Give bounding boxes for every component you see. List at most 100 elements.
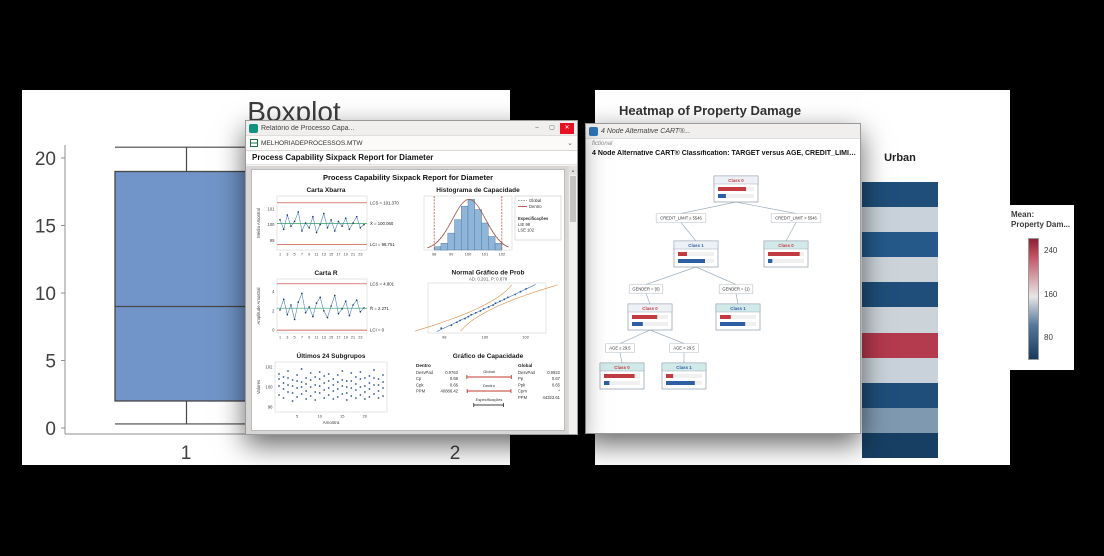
- heatmap-cell: [862, 432, 938, 459]
- svg-text:LCI = 0: LCI = 0: [370, 328, 385, 333]
- window-controls: – ▢ ✕: [530, 122, 574, 134]
- maximize-button[interactable]: ▢: [549, 124, 555, 131]
- tree-terminal-node[interactable]: Class 0: [599, 362, 645, 390]
- svg-text:15: 15: [340, 414, 345, 419]
- svg-text:PPM: PPM: [518, 395, 528, 400]
- svg-text:Class 1: Class 1: [730, 306, 746, 311]
- svg-text:LIE 98: LIE 98: [518, 222, 531, 227]
- svg-text:Média Amostral: Média Amostral: [256, 208, 261, 238]
- tree-split-label: AGE ≤ 29.5: [605, 343, 635, 353]
- svg-text:0.65: 0.65: [552, 382, 561, 387]
- svg-text:98: 98: [442, 335, 447, 340]
- window-titlebar[interactable]: Relatório de Processo Capa... – ▢ ✕: [246, 121, 577, 136]
- svg-text:DesvPad: DesvPad: [518, 370, 536, 375]
- svg-text:Class 0: Class 0: [642, 306, 658, 311]
- svg-text:Class 0: Class 0: [778, 243, 794, 248]
- svg-text:Pp: Pp: [518, 376, 524, 381]
- svg-text:20: 20: [35, 149, 56, 170]
- svg-text:Carta R: Carta R: [314, 270, 337, 277]
- worksheet-tab[interactable]: MELHORIADEPROCESSOS.MTW: [261, 139, 363, 147]
- analysis-header: 4 Node Alternative CART® Classification:…: [592, 150, 856, 157]
- capability-plot: Gráfico de Capacidade Dentro DesvPad 0.9763…: [416, 353, 561, 407]
- svg-text:5: 5: [45, 352, 56, 373]
- tree-terminal-node[interactable]: Class 0: [763, 240, 809, 268]
- svg-text:Gráfico de Capacidade: Gráfico de Capacidade: [453, 353, 524, 360]
- scrollbar-thumb[interactable]: [570, 176, 576, 222]
- svg-text:LSE 102: LSE 102: [518, 228, 535, 233]
- svg-text:0.9763: 0.9763: [445, 370, 458, 375]
- heatmap-cell: [862, 307, 938, 333]
- svg-text:Ppk: Ppk: [518, 382, 526, 387]
- chevron-down-icon[interactable]: ⌄: [567, 140, 573, 147]
- svg-text:X̄ = 100.060: X̄ = 100.060: [370, 221, 394, 226]
- tree-node[interactable]: Class 1: [673, 240, 719, 268]
- tree-terminal-node[interactable]: Class 1: [661, 362, 707, 390]
- svg-text:102: 102: [499, 252, 506, 257]
- svg-text:23: 23: [358, 253, 362, 257]
- heatmap-column-label: Urban: [884, 152, 916, 164]
- svg-text:Dentro: Dentro: [529, 204, 542, 209]
- svg-text:19: 19: [344, 336, 348, 340]
- heatmap-cell: [862, 207, 938, 233]
- sixpack-report: Process Capability Sixpack Report for Di…: [251, 169, 565, 431]
- last-24-subgroups-chart: Últimos 24 Subgrupos 98 100 102 5 10 15 20 Valor…: [256, 351, 388, 425]
- minimize-button[interactable]: –: [535, 124, 539, 131]
- svg-text:Normal Gráfico de Prob: Normal Gráfico de Prob: [452, 270, 525, 277]
- svg-text:Class 1: Class 1: [676, 365, 692, 370]
- heatmap-cell: [862, 407, 938, 433]
- svg-text:1: 1: [279, 336, 281, 340]
- svg-text:GENDER = (1): GENDER = (1): [722, 287, 750, 292]
- decision-tree: CREDIT_LIMIT ≤ 5546 CREDIT_LIMIT > 5546 GE…: [599, 175, 822, 390]
- svg-text:Valores: Valores: [256, 380, 261, 394]
- window-titlebar[interactable]: 4 Node Alternative CART®...: [586, 124, 860, 139]
- svg-text:Dentro: Dentro: [483, 383, 496, 388]
- svg-text:CREDIT_LIMIT ≤ 5546: CREDIT_LIMIT ≤ 5546: [660, 216, 702, 221]
- worksheet-tabbar: MELHORIADEPROCESSOS.MTW ⌄: [246, 136, 577, 151]
- svg-text:Global: Global: [529, 198, 541, 203]
- app-icon: [249, 123, 258, 133]
- tree-node[interactable]: Class 0: [627, 303, 673, 331]
- heatmap-cell: [862, 282, 938, 308]
- svg-text:5: 5: [294, 336, 296, 340]
- svg-text:17: 17: [336, 253, 340, 257]
- svg-text:15: 15: [329, 253, 333, 257]
- tree-terminal-node[interactable]: Class 1: [715, 303, 761, 331]
- worksheet-icon: [250, 139, 258, 147]
- vertical-scrollbar[interactable]: ▲: [568, 166, 577, 434]
- svg-text:44323.61: 44323.61: [543, 395, 561, 400]
- svg-text:15: 15: [329, 336, 333, 340]
- svg-text:Dentro: Dentro: [416, 363, 431, 368]
- svg-text:CREDIT_LIMIT > 5546: CREDIT_LIMIT > 5546: [775, 216, 817, 221]
- close-button[interactable]: ✕: [560, 122, 574, 134]
- report-header: Process Capability Sixpack Report for Di…: [246, 151, 577, 165]
- svg-text:Class 0: Class 0: [728, 178, 744, 183]
- svg-text:2: 2: [272, 308, 275, 313]
- svg-text:21: 21: [351, 336, 355, 340]
- legend-tick-label: 160: [1044, 289, 1058, 299]
- svg-text:Global: Global: [518, 363, 532, 368]
- app-icon: [589, 126, 598, 136]
- chart-title: Heatmap of Property Damage: [619, 103, 802, 118]
- report-title: Process Capability Sixpack Report for Di…: [322, 173, 494, 182]
- svg-text:Amplitude Amostral: Amplitude Amostral: [256, 287, 261, 324]
- svg-text:100: 100: [268, 222, 276, 227]
- heatmap-legend: Mean: Property Dam... 240 160 80: [1006, 205, 1074, 370]
- heatmap-cell: [862, 357, 938, 383]
- report-content: Process Capability Sixpack Report for Di…: [246, 166, 577, 434]
- data-note: fictional: [592, 141, 613, 147]
- tree-node[interactable]: Class 0: [713, 175, 759, 203]
- legend-tick-label: 240: [1044, 246, 1058, 256]
- svg-text:R̄ = 2.271: R̄ = 2.271: [370, 306, 389, 311]
- svg-text:1: 1: [279, 253, 281, 257]
- svg-text:5: 5: [294, 253, 296, 257]
- svg-text:7: 7: [301, 336, 303, 340]
- scroll-up-icon[interactable]: ▲: [569, 166, 577, 175]
- svg-text:102: 102: [522, 335, 529, 340]
- heatmap-cell: [862, 232, 938, 258]
- svg-text:Class 0: Class 0: [614, 365, 630, 370]
- svg-text:100: 100: [465, 252, 472, 257]
